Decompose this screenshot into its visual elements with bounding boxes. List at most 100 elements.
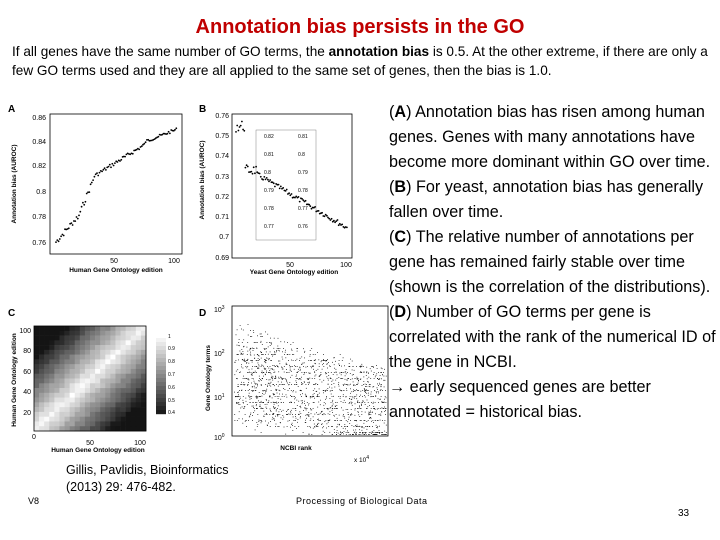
- panel-d-point: [318, 413, 320, 415]
- panel-d-point: [354, 390, 356, 391]
- panel-d-point: [340, 431, 341, 433]
- panel-c-cell: [69, 373, 76, 379]
- panel-d-point: [356, 379, 358, 380]
- panel-d-point: [258, 421, 260, 422]
- panel-c-cell: [84, 354, 91, 360]
- panel-d-point: [312, 365, 314, 366]
- panel-d-point: [254, 390, 256, 391]
- panel-d-point: [262, 378, 263, 379]
- panel-d-point: [295, 397, 296, 399]
- panel-c-cell: [110, 421, 116, 427]
- panel-d-point: [354, 403, 356, 405]
- panel-d-point: [237, 369, 239, 371]
- panel-d-point: [349, 373, 351, 374]
- panel-c-cell: [90, 378, 96, 384]
- panel-c-cell: [64, 392, 70, 398]
- panel-d-point: [267, 386, 268, 387]
- panel-d-point: [344, 375, 346, 377]
- panel-d-point: [237, 386, 239, 387]
- panel-d-point: [303, 381, 305, 383]
- panel-d-point: [271, 397, 273, 399]
- panel-d-point: [344, 402, 346, 403]
- panel-d-point: [318, 363, 320, 365]
- panel-d-point: [253, 412, 254, 413]
- panel-d-point: [319, 404, 321, 406]
- panel-d-point: [296, 374, 297, 376]
- panel-d-point: [254, 366, 256, 367]
- panel-d-point: [324, 414, 326, 415]
- panel-c-ytick: 80: [23, 348, 31, 355]
- panel-d-point: [241, 381, 242, 383]
- panel-d-point: [256, 383, 258, 385]
- panel-d-point: [257, 408, 258, 409]
- panel-d-point: [314, 371, 315, 373]
- panel-d-point: [365, 375, 367, 376]
- panel-d-point: [289, 370, 291, 372]
- panel-d-point: [292, 414, 293, 415]
- panel-c-cell: [69, 388, 76, 394]
- panel-b-point: [254, 172, 256, 175]
- panel-d-point: [265, 351, 267, 353]
- panel-d-point: [357, 384, 358, 385]
- panel-d-point: [260, 351, 261, 353]
- panel-d-point: [253, 390, 254, 391]
- panel-c-cell: [120, 335, 126, 341]
- panel-b-point: [239, 124, 242, 127]
- panel-c-cell: [105, 421, 111, 427]
- panel-d-point: [313, 402, 315, 403]
- panel-d-point: [324, 360, 326, 361]
- panel-d-point: [385, 434, 387, 435]
- panel-d-point: [366, 372, 367, 374]
- panel-d-point: [278, 360, 279, 362]
- panel-d-point: [257, 384, 258, 385]
- panel-d-point: [385, 375, 387, 377]
- panel-c-cell: [95, 416, 101, 422]
- panel-d-point: [246, 362, 247, 364]
- panel-c-cell: [90, 407, 96, 413]
- panel-c-cell: [120, 388, 126, 394]
- panel-d-point: [340, 432, 342, 433]
- panel-a-point: [79, 210, 82, 213]
- panel-d-point: [345, 426, 347, 427]
- panel-c-cell: [34, 392, 40, 398]
- panel-d-point: [243, 406, 245, 408]
- panel-d-point: [330, 407, 332, 408]
- panel-d-point: [287, 342, 288, 343]
- panel-a-ytick: 0.76: [32, 240, 46, 247]
- panel-d-point: [253, 348, 255, 349]
- panel-d-point: [273, 372, 275, 373]
- panel-d-point: [342, 357, 344, 359]
- panel-d-point: [344, 378, 346, 380]
- panel-d-point: [368, 392, 369, 394]
- panel-d-point: [252, 415, 253, 416]
- panel-c-cell: [95, 359, 101, 365]
- panel-c-cell: [135, 407, 142, 413]
- panel-d-point: [297, 421, 298, 423]
- panel-d-point: [254, 387, 256, 389]
- panel-d-point: [274, 385, 275, 387]
- panel-c-cell: [44, 330, 50, 336]
- panel-d-point: [300, 400, 302, 402]
- panel-d-point: [328, 362, 329, 363]
- panel-b-point: [304, 199, 307, 202]
- panel-a-label: A: [8, 104, 15, 115]
- panel-d-point: [320, 374, 321, 376]
- panel-d-point: [269, 379, 271, 381]
- panel-d-point: [345, 369, 347, 370]
- panel-d-point: [310, 418, 312, 420]
- panel-d-point: [280, 376, 281, 378]
- panel-d-point: [317, 352, 318, 353]
- panel-d-point: [364, 402, 366, 403]
- panel-d-point: [334, 408, 336, 409]
- panel-c-cell: [64, 397, 70, 403]
- panel-d-point: [354, 431, 356, 433]
- panel-d-point: [294, 398, 295, 400]
- panel-d-point: [244, 384, 246, 385]
- panel-d-point: [350, 392, 351, 394]
- panel-d-point: [366, 386, 368, 387]
- panel-c-cell: [34, 407, 40, 413]
- panel-d-point: [252, 330, 254, 331]
- panel-d-point: [274, 396, 276, 397]
- panel-d-point: [235, 370, 237, 372]
- panel-d-point: [267, 346, 269, 348]
